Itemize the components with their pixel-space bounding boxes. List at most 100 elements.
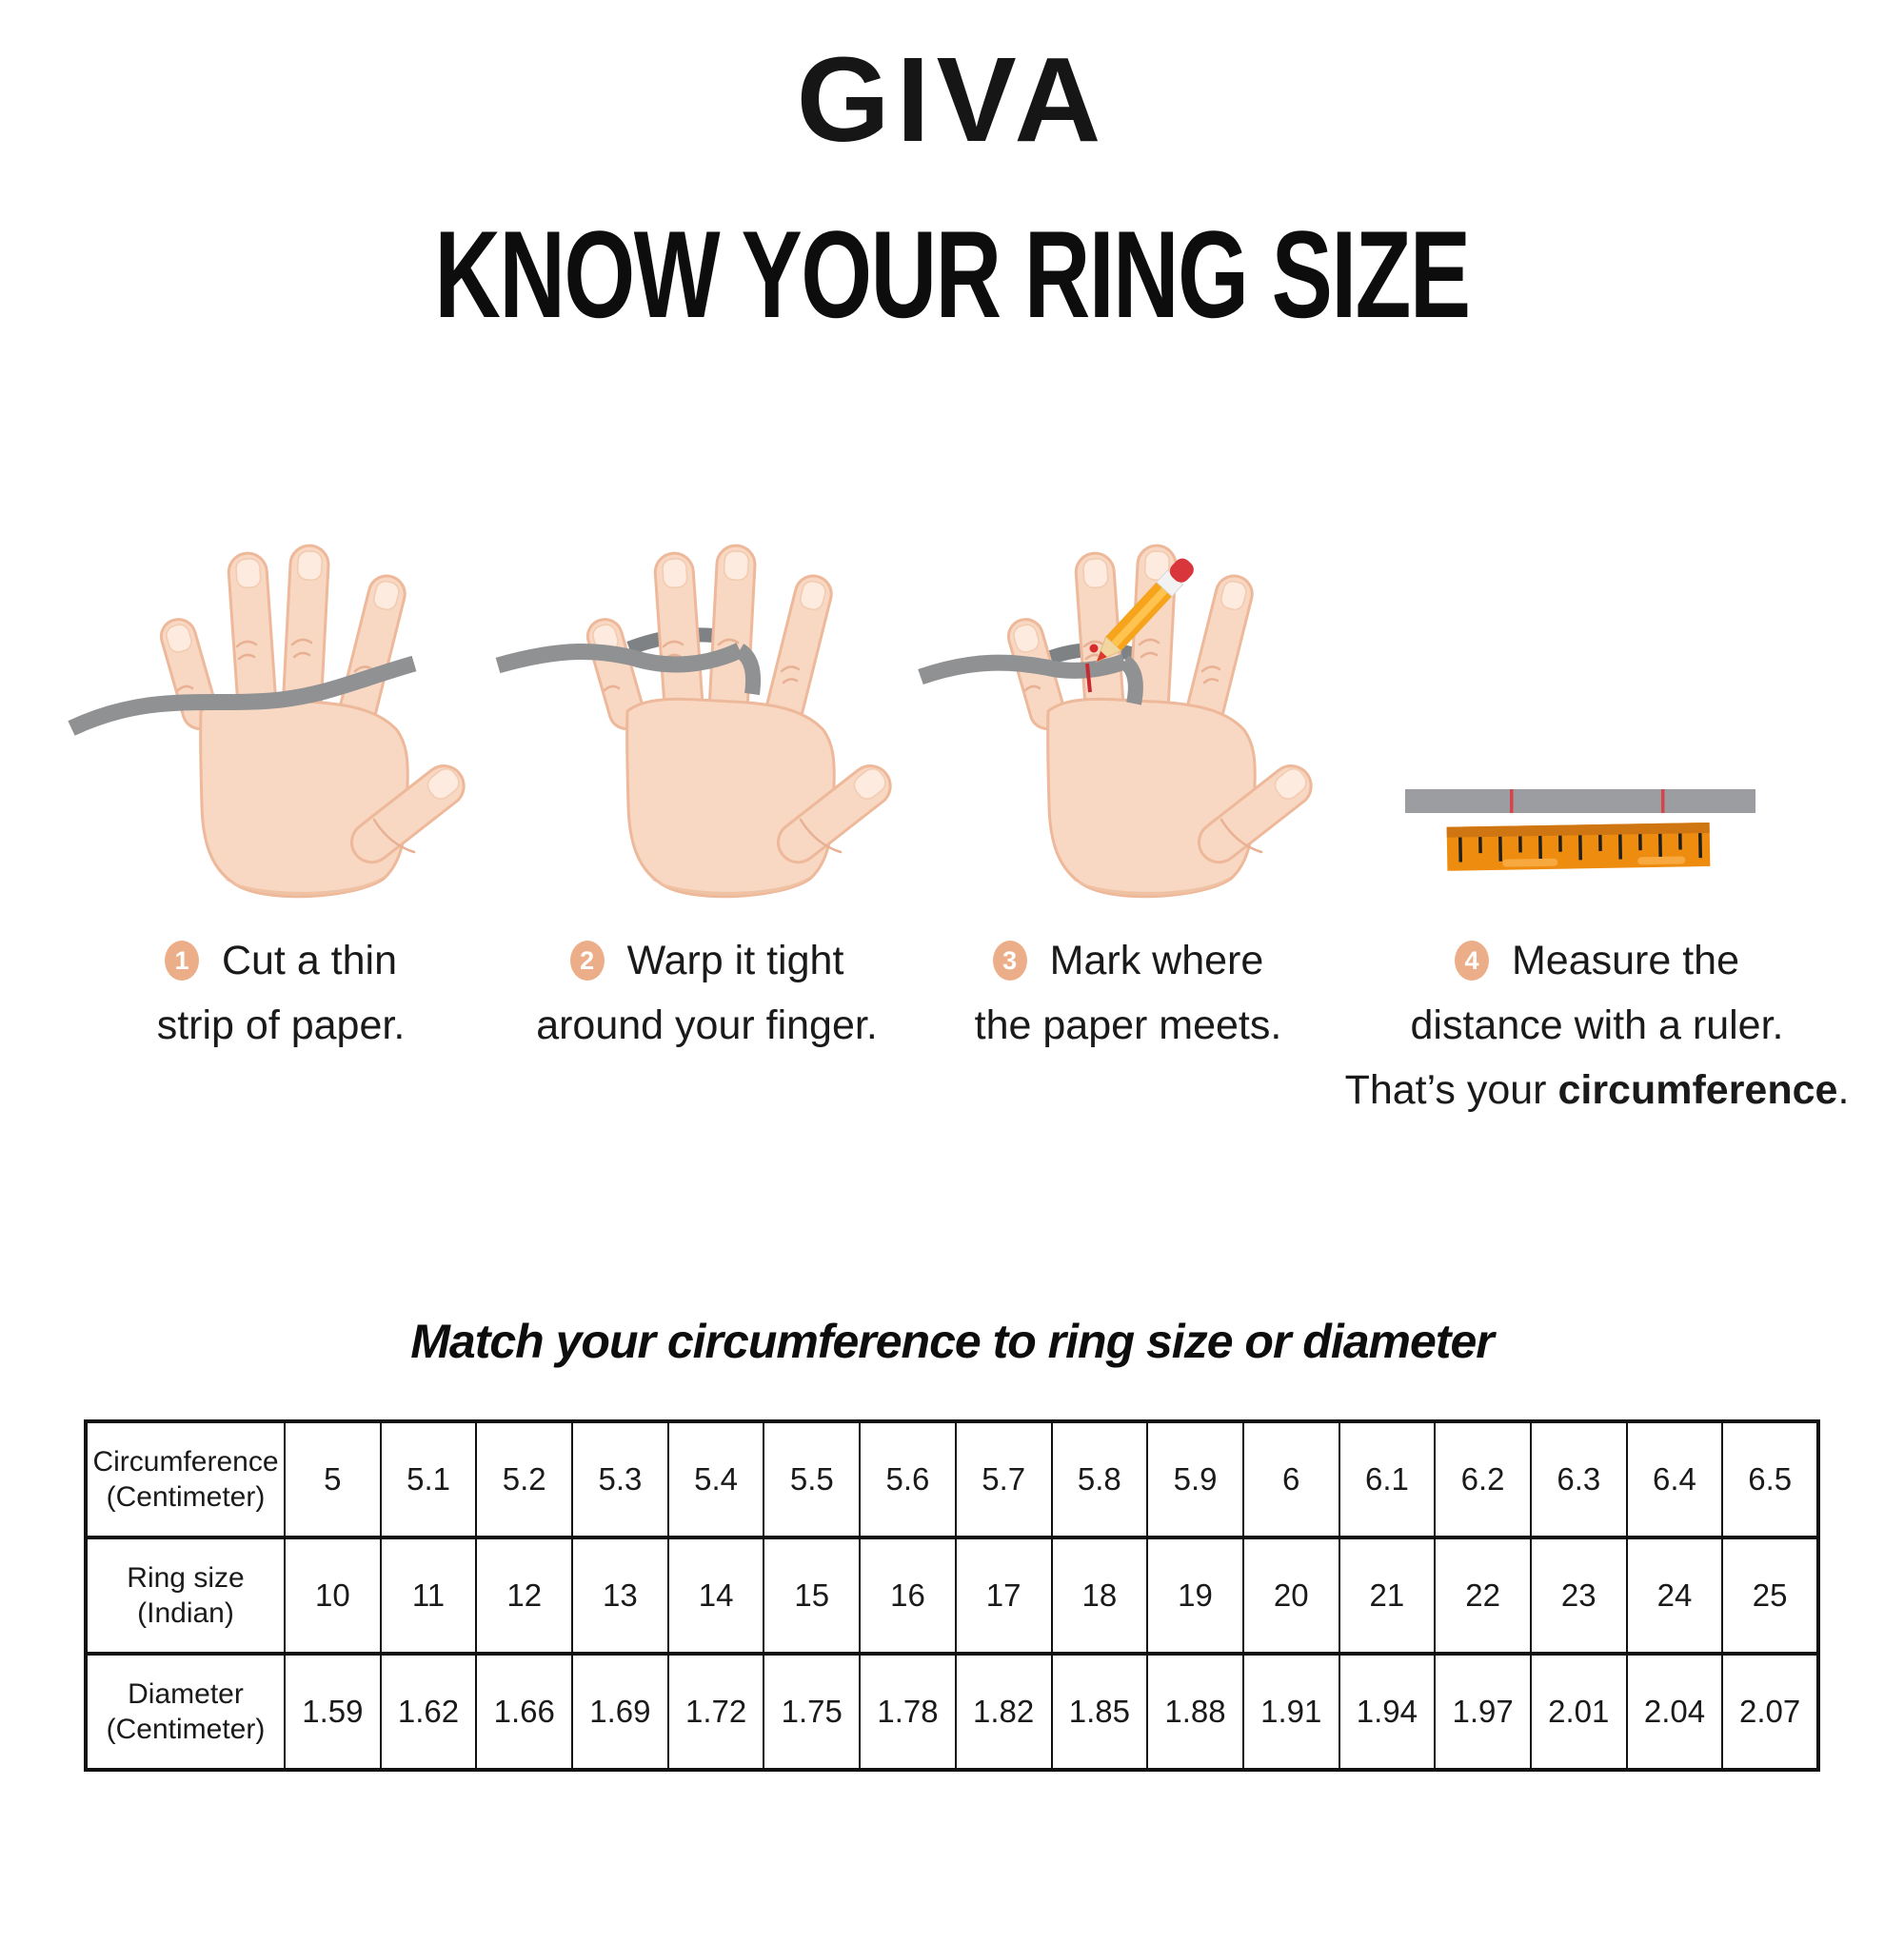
table-cell: 5.9	[1147, 1421, 1243, 1537]
table-cell: 11	[381, 1537, 477, 1654]
table-cell: 17	[956, 1537, 1052, 1654]
caption-line: 2 Warp it tight	[536, 928, 878, 993]
table-cell: 5.1	[381, 1421, 477, 1537]
step-column-4: 4 Measure the distance with a ruler. Tha…	[1338, 504, 1856, 1122]
table-cell: 6	[1243, 1421, 1339, 1537]
row-header: Diameter (Centimeter)	[86, 1654, 285, 1770]
table-cell: 25	[1722, 1537, 1818, 1654]
row-header: Ring size (Indian)	[86, 1537, 285, 1654]
table-cell: 1.85	[1052, 1654, 1148, 1770]
table-cell: 20	[1243, 1537, 1339, 1654]
table-cell: 2.04	[1627, 1654, 1723, 1770]
table-cell: 5.5	[764, 1421, 860, 1537]
table-cell: 1.62	[381, 1654, 477, 1770]
step-caption-1: 1 Cut a thin strip of paper.	[157, 928, 406, 1058]
caption-text-bold: circumference	[1557, 1067, 1837, 1113]
table-cell: 2.07	[1722, 1654, 1818, 1770]
table-cell: 5.8	[1052, 1421, 1148, 1537]
table-cell: 1.78	[860, 1654, 956, 1770]
hand-marking-with-pencil-illustration	[919, 504, 1338, 922]
table-cell: 1.97	[1435, 1654, 1531, 1770]
table-cell: 6.3	[1531, 1421, 1627, 1537]
table-cell: 1.75	[764, 1654, 860, 1770]
table-cell: 6.1	[1339, 1421, 1436, 1537]
table-cell: 1.82	[956, 1654, 1052, 1770]
ruler-slot	[1502, 859, 1557, 867]
step-number-badge: 1	[165, 941, 199, 981]
table-cell: 1.72	[668, 1654, 764, 1770]
hand-icon	[157, 545, 471, 897]
table-cell: 6.5	[1722, 1421, 1818, 1537]
table-cell: 1.88	[1147, 1654, 1243, 1770]
hand-wrapped-strip-illustration	[498, 504, 917, 922]
red-mark	[1510, 789, 1514, 813]
caption-line: distance with a ruler.	[1345, 993, 1850, 1058]
caption-text: .	[1837, 1067, 1849, 1113]
paper-strip	[1405, 789, 1755, 813]
table-cell: 19	[1147, 1537, 1243, 1654]
ruler-measuring-illustration	[1388, 504, 1807, 922]
caption-text: Cut a thin	[222, 928, 397, 993]
table-cell: 21	[1339, 1537, 1436, 1654]
caption-text: Mark where	[1050, 928, 1264, 993]
table-cell: 18	[1052, 1537, 1148, 1654]
header: GIVA KNOW YOUR RING SIZE	[0, 40, 1904, 336]
ruler-icon	[1446, 823, 1710, 871]
caption-line: the paper meets.	[975, 993, 1282, 1058]
table-cell: 6.4	[1627, 1421, 1723, 1537]
hand-icon	[584, 545, 898, 897]
steps-section: 1 Cut a thin strip of paper.	[0, 504, 1904, 1122]
table-cell: 16	[860, 1537, 956, 1654]
step-caption-4: 4 Measure the distance with a ruler. Tha…	[1345, 928, 1850, 1122]
table-cell: 23	[1531, 1537, 1627, 1654]
table-cell: 10	[285, 1537, 381, 1654]
step-number-badge: 2	[570, 941, 605, 981]
step-caption-2: 2 Warp it tight around your finger.	[536, 928, 878, 1058]
table-cell: 1.66	[476, 1654, 572, 1770]
table-cell: 5.3	[572, 1421, 668, 1537]
caption-text: That’s your	[1345, 1067, 1558, 1113]
step-number-badge: 3	[993, 941, 1027, 981]
table-cell: 22	[1435, 1537, 1531, 1654]
caption-text: Measure the	[1512, 928, 1739, 993]
paper-strip-tail	[1124, 662, 1136, 704]
caption-line: strip of paper.	[157, 993, 406, 1058]
step-column-2: 2 Warp it tight around your finger.	[495, 504, 919, 1122]
table-cell: 5.6	[860, 1421, 956, 1537]
hand-with-paper-strip-illustration	[71, 504, 490, 922]
step-column-3: 3 Mark where the paper meets.	[919, 504, 1338, 1122]
table-cell: 12	[476, 1537, 572, 1654]
step-number-badge: 4	[1455, 941, 1489, 981]
step-column-1: 1 Cut a thin strip of paper.	[67, 504, 495, 1122]
table-cell: 1.91	[1243, 1654, 1339, 1770]
table-title: Match your circumference to ring size or…	[0, 1313, 1904, 1370]
table-cell: 5	[285, 1421, 381, 1537]
brand-logo: GIVA	[0, 40, 1904, 160]
ring-size-guide-page: GIVA KNOW YOUR RING SIZE 1 Cut a thin st…	[0, 40, 1904, 1944]
page-title: KNOW YOUR RING SIZE	[248, 212, 1656, 336]
table-cell: 1.94	[1339, 1654, 1436, 1770]
table-cell: 2.01	[1531, 1654, 1627, 1770]
table-cell: 1.69	[572, 1654, 668, 1770]
caption-line: That’s your circumference.	[1345, 1058, 1850, 1122]
caption-line: 3 Mark where	[975, 928, 1282, 993]
caption-text: Warp it tight	[627, 928, 844, 993]
red-dot	[1090, 645, 1099, 653]
table-cell: 5.4	[668, 1421, 764, 1537]
table-cell: 14	[668, 1537, 764, 1654]
caption-line: 1 Cut a thin	[157, 928, 406, 993]
table-cell: 6.2	[1435, 1421, 1531, 1537]
table-cell: 5.2	[476, 1421, 572, 1537]
caption-line: around your finger.	[536, 993, 878, 1058]
table-cell: 24	[1627, 1537, 1723, 1654]
table-cell: 5.7	[956, 1421, 1052, 1537]
step-caption-3: 3 Mark where the paper meets.	[975, 928, 1282, 1058]
caption-line: 4 Measure the	[1345, 928, 1850, 993]
ruler-slot	[1637, 856, 1685, 864]
table-cell: 13	[572, 1537, 668, 1654]
table-cell: 15	[764, 1537, 860, 1654]
